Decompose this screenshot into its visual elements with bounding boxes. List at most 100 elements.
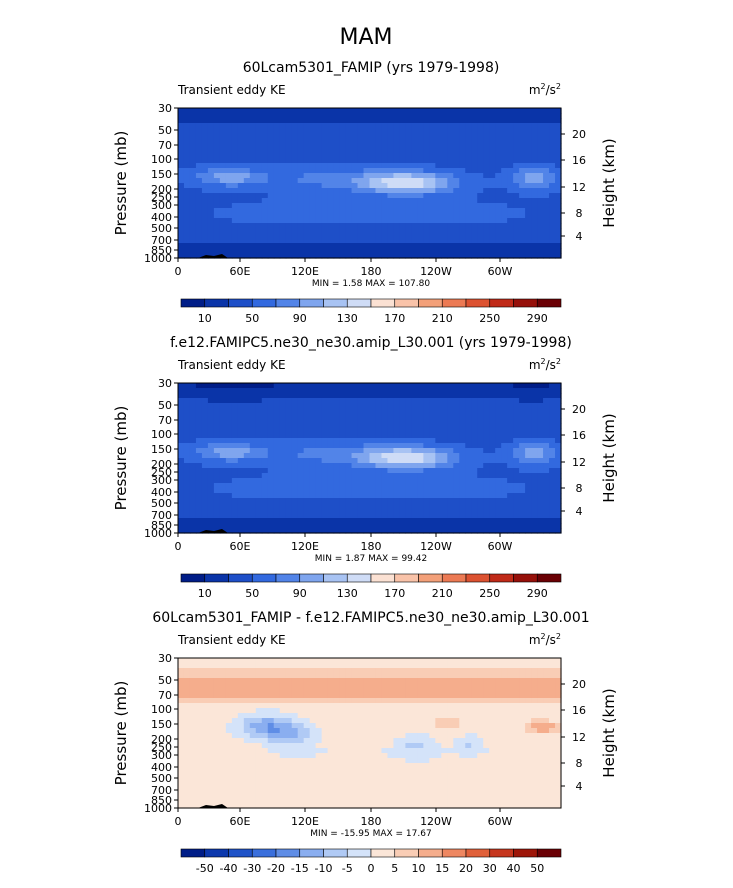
heatmap-cell [183,408,191,414]
heatmap-cell [543,108,550,114]
heatmap-cell [537,178,544,184]
heatmap-cell [543,728,550,734]
heatmap-cell [429,698,436,704]
heatmap-cell [555,108,562,114]
heatmap-cell [225,178,233,184]
heatmap-cell [411,428,418,434]
heatmap-cell [477,133,484,139]
heatmap-cell [237,178,245,184]
heatmap-cell [447,418,454,424]
heatmap-cell [189,483,197,489]
heatmap-cell [429,488,436,494]
heatmap-cell [381,218,389,224]
heatmap-cell [423,713,430,719]
heatmap-cell [441,498,448,504]
heatmap-cell [381,178,389,184]
heatmap-cell [543,398,550,404]
heatmap-cell [525,188,532,194]
heatmap-cell [489,473,496,479]
heatmap-cell [483,403,490,409]
heatmap-cell [549,448,556,454]
heatmap-cell [201,153,209,159]
heatmap-cell [465,238,472,244]
heatmap-cell [345,153,353,159]
heatmap-cell [351,458,359,464]
heatmap-cell [411,438,418,444]
heatmap-cell [345,143,353,149]
heatmap-cell [321,128,329,134]
heatmap-cell [297,513,305,519]
heatmap-cell [243,238,251,244]
heatmap-cell [255,453,263,459]
heatmap-cell [543,718,550,724]
heatmap-cell [417,463,424,469]
heatmap-cell [273,233,281,239]
heatmap-cell [219,188,227,194]
heatmap-cell [429,473,436,479]
heatmap-cell [261,398,269,404]
heatmap-cell [393,223,401,229]
heatmap-cell [507,418,514,424]
heatmap-cell [483,518,490,524]
heatmap-cell [315,723,323,729]
colorbar-label: 170 [384,587,405,600]
heatmap-cell [195,498,203,504]
heatmap-cell [279,228,287,234]
heatmap-cell [513,388,520,394]
heatmap-cell [417,113,424,119]
heatmap-cell [237,403,245,409]
heatmap-cell [207,383,215,389]
heatmap-cell [453,128,460,134]
heatmap-cell [369,668,377,674]
heatmap-cell [243,698,251,704]
heatmap-cell [459,693,466,699]
heatmap-cell [189,398,197,404]
heatmap-cell [477,688,484,694]
heatmap-cell [369,478,377,484]
heatmap-cell [231,478,239,484]
heatmap-cell [243,248,251,254]
heatmap-cell [447,253,454,259]
heatmap-cell [297,428,305,434]
heatmap-cell [501,438,508,444]
heatmap-cell [507,393,514,399]
heatmap-cell [285,423,293,429]
colorbar-label: 250 [479,312,500,325]
heatmap-cell [333,423,341,429]
colorbar-label: 290 [527,312,548,325]
heatmap-cell [387,383,395,389]
heatmap-cell [339,383,347,389]
heatmap-cell [255,523,263,529]
heatmap-cell [399,123,406,129]
heatmap-cell [285,238,293,244]
heatmap-cell [369,113,377,119]
heatmap-cell [207,238,215,244]
heatmap-cell [285,173,293,179]
heatmap-cell [207,493,215,499]
heatmap-cell [231,528,239,534]
heatmap-cell [399,688,406,694]
heatmap-cell [501,728,508,734]
heatmap-cell [345,433,353,439]
heatmap-cell [471,658,478,664]
heatmap-cell [531,388,538,394]
heatmap-cell [213,153,221,159]
heatmap-cell [471,663,478,669]
heatmap-cell [363,233,371,239]
heatmap-cell [417,658,424,664]
heatmap-cell [369,183,377,189]
heatmap-cell [333,243,341,249]
heatmap-cell [453,138,460,144]
heatmap-cell [231,448,239,454]
heatmap-cell [453,458,460,464]
heatmap-cell [441,713,448,719]
heatmap-cell [351,168,359,174]
heatmap-cell [309,703,317,709]
x-tick-label: 180 [361,540,382,553]
heatmap-cell [537,113,544,119]
heatmap-cell [249,248,257,254]
heatmap-cell [291,723,299,729]
heatmap-cell [345,393,353,399]
heatmap-cell [399,158,406,164]
heatmap-cell [303,453,311,459]
